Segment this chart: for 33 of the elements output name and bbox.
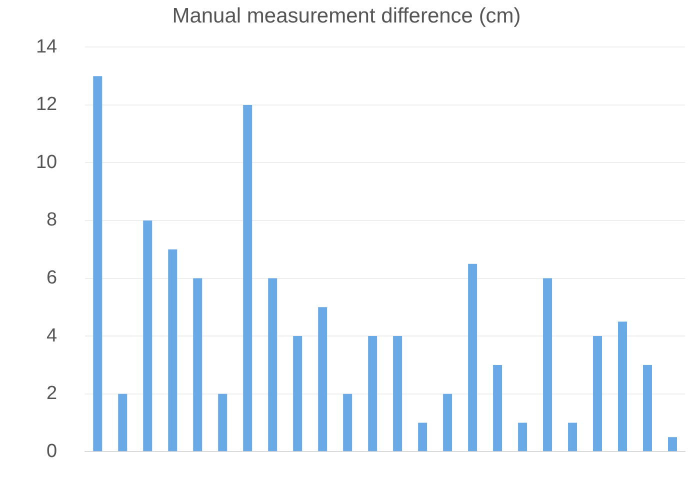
y-tick-label: 12 bbox=[36, 94, 58, 116]
y-tick-label: 14 bbox=[36, 36, 58, 58]
bar bbox=[568, 422, 578, 452]
y-tick-label: 0 bbox=[46, 440, 58, 462]
bar bbox=[418, 422, 428, 452]
y-tick-label: 6 bbox=[46, 268, 58, 289]
y-tick-label: 8 bbox=[46, 210, 58, 231]
bar bbox=[193, 278, 202, 452]
y-tick-label: 4 bbox=[46, 325, 58, 346]
bar bbox=[493, 364, 502, 452]
bar bbox=[343, 394, 352, 452]
bar bbox=[268, 278, 278, 452]
bar bbox=[168, 249, 178, 452]
bar bbox=[293, 336, 302, 452]
bar bbox=[643, 364, 652, 452]
bar bbox=[368, 336, 378, 452]
bar bbox=[668, 437, 677, 452]
bar bbox=[143, 220, 152, 452]
bar bbox=[543, 278, 552, 452]
bar bbox=[618, 322, 628, 452]
bar bbox=[393, 336, 402, 452]
y-tick-label: 10 bbox=[36, 152, 58, 173]
bar bbox=[93, 76, 102, 452]
y-tick-label: 2 bbox=[46, 383, 58, 404]
bar bbox=[318, 307, 328, 452]
bar bbox=[443, 394, 452, 452]
bar bbox=[593, 336, 602, 452]
bar bbox=[243, 104, 252, 452]
bar bbox=[518, 422, 528, 452]
chart-title: Manual measurement difference (cm) bbox=[172, 4, 521, 28]
bar bbox=[118, 394, 128, 452]
bar bbox=[218, 394, 228, 452]
bar bbox=[468, 264, 478, 452]
